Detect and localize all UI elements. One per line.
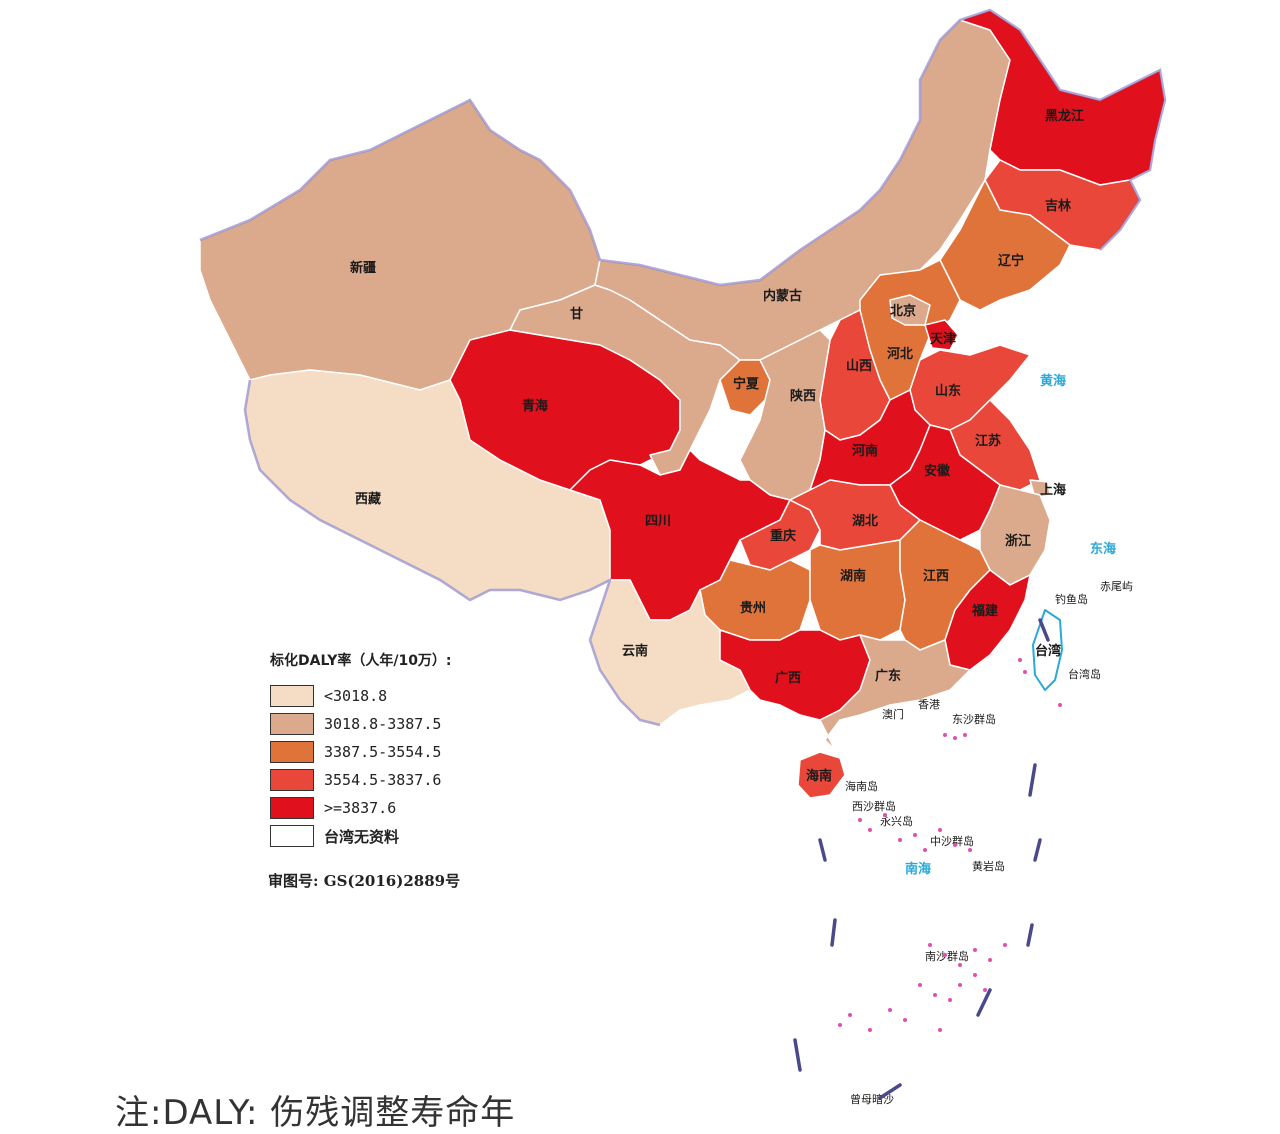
province-guangdong[interactable]: [819, 634, 971, 751]
label-hongkong: 香港: [918, 698, 940, 711]
label-jiangsu: 江苏: [975, 433, 1001, 449]
legend-label: 3387.5-3554.5: [324, 743, 442, 761]
label-sichuan: 四川: [645, 514, 671, 529]
legend-title: 标化DALY率（人年/10万）:: [270, 653, 452, 669]
label-fujian: 福建: [971, 603, 998, 619]
nine-dash-line: [793, 618, 1050, 1100]
label-yongxing: 永兴岛: [880, 814, 913, 828]
label-yunnan: 云南: [622, 643, 648, 659]
legend-swatch: [270, 685, 314, 707]
label-shanxi: 山西: [846, 358, 872, 374]
label-heilongjiang: 黑龙江: [1045, 108, 1084, 124]
label-xisha: 西沙群岛: [852, 799, 896, 813]
label-xizang: 西藏: [355, 491, 381, 507]
legend-label: <3018.8: [324, 687, 388, 705]
label-ningxia: 宁夏: [733, 376, 760, 392]
label-hunan: 湖南: [840, 568, 866, 584]
label-qinghai: 青海: [522, 398, 548, 414]
label-beijing: 北京: [890, 303, 916, 319]
province-hainan[interactable]: [797, 751, 846, 799]
label-diaoyu: 钓鱼岛: [1055, 592, 1088, 606]
label-guangdong: 广东: [875, 668, 901, 684]
province-taiwan[interactable]: [1032, 609, 1063, 691]
legend-item: 3554.5-3837.6: [270, 766, 452, 794]
province-hunan[interactable]: [809, 539, 906, 641]
label-hubei: 湖北: [852, 514, 878, 529]
label-guangxi: 广西: [775, 670, 801, 686]
label-neimenggu: 内蒙古: [763, 288, 802, 304]
label-xinjiang: 新疆: [350, 260, 376, 276]
legend-item: 3018.8-3387.5: [270, 710, 452, 738]
label-shandong: 山东: [935, 383, 961, 399]
legend-item: 台湾无资料: [270, 822, 452, 850]
label-chongqing: 重庆: [770, 528, 796, 544]
label-nanhai: 南海: [905, 861, 931, 877]
label-hainan: 海南: [806, 768, 832, 784]
label-nansha: 南沙群岛: [925, 949, 969, 963]
label-shanghai: 上海: [1040, 482, 1066, 498]
legend-swatch: [270, 797, 314, 819]
legend-swatch: [270, 713, 314, 735]
label-anhui: 安徽: [924, 463, 951, 479]
label-huanghai: 黄海: [1040, 373, 1066, 389]
legend-label: 3554.5-3837.6: [324, 771, 442, 789]
label-hainan-island: 海南岛: [845, 779, 878, 793]
label-tianjin: 天津: [930, 331, 956, 347]
label-taiwan-island: 台湾岛: [1068, 667, 1101, 681]
province-zhejiang[interactable]: [979, 484, 1051, 586]
label-gansu: 甘: [570, 306, 583, 322]
legend-swatch: [270, 741, 314, 763]
legend-item: <3018.8: [270, 682, 452, 710]
label-hebei: 河北: [887, 346, 913, 362]
legend-label: >=3837.6: [324, 799, 397, 817]
legend-swatch: [270, 769, 314, 791]
label-chiwei: 赤尾屿: [1100, 580, 1133, 593]
label-macau: 澳门: [882, 707, 904, 721]
label-shaanxi: 陕西: [790, 388, 816, 404]
label-jilin: 吉林: [1045, 198, 1071, 214]
map-approval-number: 审图号: GS(2016)2889号: [268, 872, 461, 890]
label-donghai: 东海: [1090, 541, 1116, 557]
province-shandong[interactable]: [909, 344, 1031, 431]
label-zhejiang: 浙江: [1005, 533, 1031, 549]
label-liaoning: 辽宁: [998, 253, 1024, 269]
label-jiangxi: 江西: [923, 568, 949, 584]
south-sea-islets: [838, 658, 1062, 1032]
legend-label: 3018.8-3387.5: [324, 715, 442, 733]
footnote: 注:DALY: 伤残调整寿命年: [115, 1093, 516, 1133]
label-henan: 河南: [852, 443, 878, 459]
legend-label: 台湾无资料: [324, 827, 400, 846]
label-huangyan: 黄岩岛: [972, 859, 1005, 873]
province-tianjin[interactable]: [924, 319, 959, 351]
legend-swatch: [270, 825, 314, 847]
label-dongsha: 东沙群岛: [952, 712, 996, 726]
label-zhongsha: 中沙群岛: [930, 834, 974, 848]
legend-item: 3387.5-3554.5: [270, 738, 452, 766]
legend: 标化DALY率（人年/10万）: <3018.8 3018.8-3387.5 3…: [270, 650, 452, 850]
legend-item: >=3837.6: [270, 794, 452, 822]
label-guizhou: 贵州: [740, 600, 766, 616]
label-taiwan: 台湾: [1035, 643, 1061, 659]
